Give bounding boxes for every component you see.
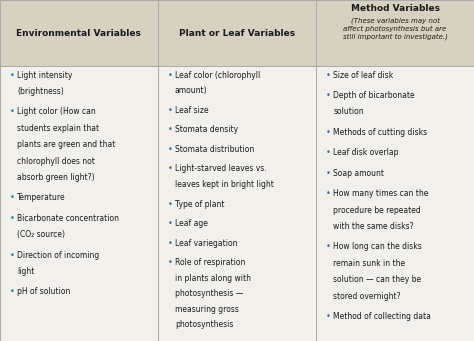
Text: How long can the disks: How long can the disks <box>333 242 422 251</box>
Text: •: • <box>326 242 330 251</box>
Text: Environmental Variables: Environmental Variables <box>17 29 141 38</box>
Text: amount): amount) <box>175 86 208 95</box>
Text: chlorophyll does not: chlorophyll does not <box>17 157 95 165</box>
Text: Leaf color (chlorophyll: Leaf color (chlorophyll <box>175 71 260 79</box>
Text: •: • <box>167 164 172 174</box>
Text: •: • <box>167 258 172 267</box>
Text: Leaf variegation: Leaf variegation <box>175 239 237 248</box>
Text: •: • <box>326 169 330 178</box>
Text: •: • <box>9 251 14 260</box>
Text: Leaf age: Leaf age <box>175 219 208 228</box>
Text: Depth of bicarbonate: Depth of bicarbonate <box>333 91 415 100</box>
Text: •: • <box>9 107 14 116</box>
Text: •: • <box>326 128 330 137</box>
Text: Light color (How can: Light color (How can <box>17 107 96 116</box>
Text: Leaf size: Leaf size <box>175 106 209 115</box>
Text: stored overnight?: stored overnight? <box>333 292 401 300</box>
Text: Size of leaf disk: Size of leaf disk <box>333 71 393 79</box>
Text: plants are green and that: plants are green and that <box>17 140 116 149</box>
Text: Plant or Leaf Variables: Plant or Leaf Variables <box>179 29 295 38</box>
Text: photosynthesis: photosynthesis <box>175 321 233 329</box>
Text: with the same disks?: with the same disks? <box>333 222 414 231</box>
Text: leaves kept in bright light: leaves kept in bright light <box>175 180 274 189</box>
Text: •: • <box>9 71 14 79</box>
Text: Leaf disk overlap: Leaf disk overlap <box>333 148 399 157</box>
Text: •: • <box>167 125 172 134</box>
Text: •: • <box>167 145 172 154</box>
Text: How many times can the: How many times can the <box>333 189 428 198</box>
Text: in plants along with: in plants along with <box>175 274 251 283</box>
Text: solution — can they be: solution — can they be <box>333 275 421 284</box>
Text: students explain that: students explain that <box>17 124 99 133</box>
Text: Method Variables: Method Variables <box>351 4 439 13</box>
Bar <box>0 66 158 341</box>
Text: •: • <box>167 239 172 248</box>
Text: Role of respiration: Role of respiration <box>175 258 245 267</box>
Text: •: • <box>167 106 172 115</box>
Bar <box>0 0 158 66</box>
Text: measuring gross: measuring gross <box>175 305 239 314</box>
Bar <box>316 66 474 341</box>
Text: •: • <box>167 199 172 209</box>
Text: •: • <box>326 91 330 100</box>
Text: Stomata density: Stomata density <box>175 125 238 134</box>
Text: •: • <box>326 312 330 321</box>
Text: solution: solution <box>333 107 364 116</box>
Text: Temperature: Temperature <box>17 193 66 202</box>
Text: •: • <box>9 193 14 202</box>
Text: •: • <box>167 71 172 79</box>
Text: Soap amount: Soap amount <box>333 169 384 178</box>
Text: Stomata distribution: Stomata distribution <box>175 145 254 154</box>
Bar <box>158 66 316 341</box>
Text: •: • <box>9 287 14 296</box>
Text: Type of plant: Type of plant <box>175 199 224 209</box>
Text: procedure be repeated: procedure be repeated <box>333 206 421 214</box>
Text: Methods of cutting disks: Methods of cutting disks <box>333 128 428 137</box>
Text: •: • <box>9 214 14 223</box>
Text: •: • <box>167 219 172 228</box>
Text: absorb green light?): absorb green light?) <box>17 173 95 182</box>
Bar <box>316 0 474 66</box>
Text: photosynthesis —: photosynthesis — <box>175 290 243 298</box>
Text: •: • <box>326 148 330 157</box>
Text: remain sunk in the: remain sunk in the <box>333 259 405 268</box>
Text: (CO₂ source): (CO₂ source) <box>17 230 65 239</box>
Text: Light intensity: Light intensity <box>17 71 73 79</box>
Text: Light-starved leaves vs.: Light-starved leaves vs. <box>175 164 266 174</box>
Text: (brightness): (brightness) <box>17 87 64 96</box>
Bar <box>158 0 316 66</box>
Text: light: light <box>17 267 35 276</box>
Text: Direction of incoming: Direction of incoming <box>17 251 100 260</box>
Text: •: • <box>326 71 330 79</box>
Text: Method of collecting data: Method of collecting data <box>333 312 431 321</box>
Text: Bicarbonate concentration: Bicarbonate concentration <box>17 214 119 223</box>
Text: pH of solution: pH of solution <box>17 287 71 296</box>
Text: (These variables may not
affect photosynthesis but are
still important to invest: (These variables may not affect photosyn… <box>343 17 447 40</box>
Text: •: • <box>326 189 330 198</box>
